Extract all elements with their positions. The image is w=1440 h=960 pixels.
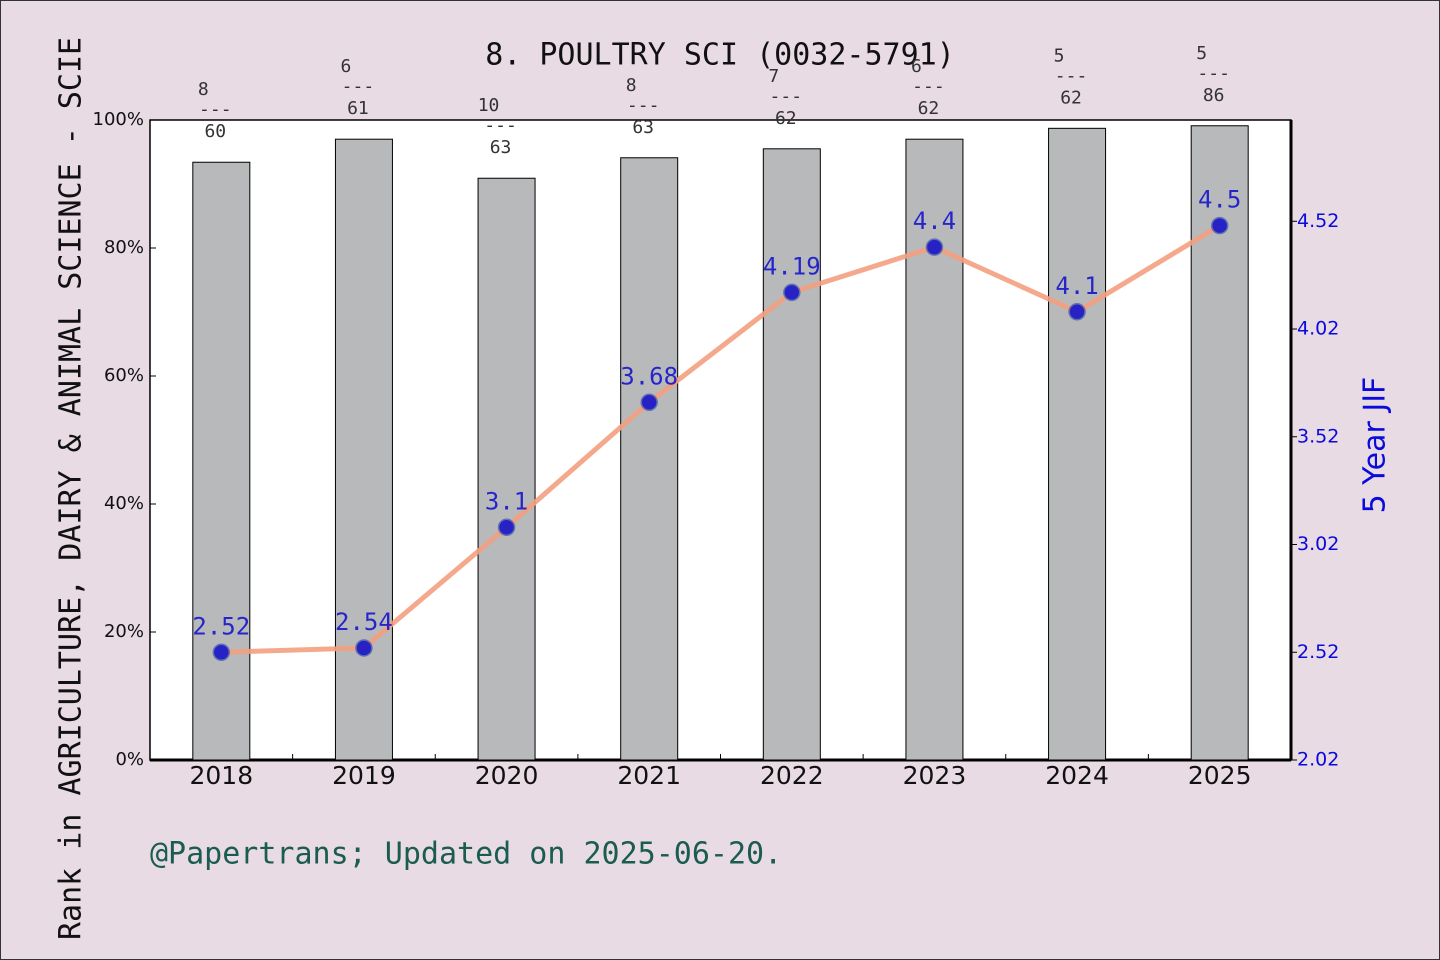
rank-label: 8 [198,79,209,100]
marker [1068,303,1086,321]
bar [477,177,536,761]
y2-tick-label: 3.52 [1297,425,1339,447]
rank-label: 5 [1196,43,1207,64]
bar [1048,127,1107,761]
x-tick-label: 2020 [475,761,539,790]
rank-total: 86 [1203,85,1225,106]
bar [334,138,393,761]
marker [1210,216,1229,235]
x-tick-label: 2023 [903,761,967,790]
value-label: 4.19 [763,252,821,280]
rank-label: 7 [768,66,779,87]
line [221,223,1221,655]
chart-title: 8. POULTRY SCI (0032-5791) [485,38,955,73]
marker [783,283,801,302]
value-label: 4.4 [913,207,956,235]
plot-area [149,119,1292,761]
rank-separator: --- [1197,63,1230,84]
y2-tick-label: 4.52 [1297,210,1339,232]
rank-total: 61 [347,98,369,119]
rank-separator: --- [627,95,660,116]
rank-label: 6 [341,56,352,77]
y2-axis-title: 5 Year JIF [1358,377,1393,514]
y2-tick-label: 2.02 [1297,749,1339,771]
x-tick-label: 2018 [190,761,254,790]
marker [925,238,944,256]
rank-label: 6 [911,56,922,77]
rank-total: 63 [632,117,654,138]
rank-separator: --- [199,99,232,120]
rank-separator: --- [912,76,945,97]
y-tick-label: 0% [115,749,144,770]
y-tick-label: 40% [104,493,144,514]
rank-separator: --- [342,76,375,97]
bar [620,157,679,761]
value-label: 2.54 [335,608,393,636]
rank-label: 10 [478,95,500,116]
marker [212,643,231,662]
value-label: 3.68 [620,362,678,390]
value-label: 4.5 [1198,186,1241,214]
y-tick-label: 60% [104,365,144,386]
rank-total: 62 [918,98,940,119]
footer: @Papertrans; Updated on 2025-06-20. [150,837,782,872]
marker [497,518,516,537]
x-tick-label: 2022 [760,761,824,790]
y-tick-label: 100% [93,109,144,130]
y-tick-label: 80% [104,237,144,258]
bar [192,161,251,761]
marker [355,639,373,657]
rank-total: 62 [775,108,797,129]
x-tick-label: 2019 [332,761,396,790]
bar [762,148,821,761]
rank-label: 5 [1054,45,1065,66]
rank-separator: --- [484,115,517,136]
x-tick-label: 2024 [1045,761,1109,790]
rank-separator: --- [770,86,803,107]
value-label: 4.1 [1055,272,1098,300]
rank-separator: --- [1055,65,1088,86]
rank-total: 60 [204,121,226,142]
marker [640,393,658,412]
y2-tick-label: 2.52 [1297,641,1339,663]
rank-total: 62 [1060,87,1082,108]
rank-label: 8 [626,75,637,96]
value-label: 2.52 [192,612,250,640]
value-label: 3.1 [485,487,528,515]
y2-tick-label: 4.02 [1297,318,1339,340]
x-tick-label: 2021 [617,761,681,790]
rank-total: 63 [490,137,512,158]
y-axis-title: Rank in AGRICULTURE, DAIRY & ANIMAL SCIE… [54,37,89,940]
y2-tick-label: 3.02 [1297,533,1339,555]
y-tick-label: 20% [104,621,144,642]
x-tick-label: 2025 [1188,761,1252,790]
